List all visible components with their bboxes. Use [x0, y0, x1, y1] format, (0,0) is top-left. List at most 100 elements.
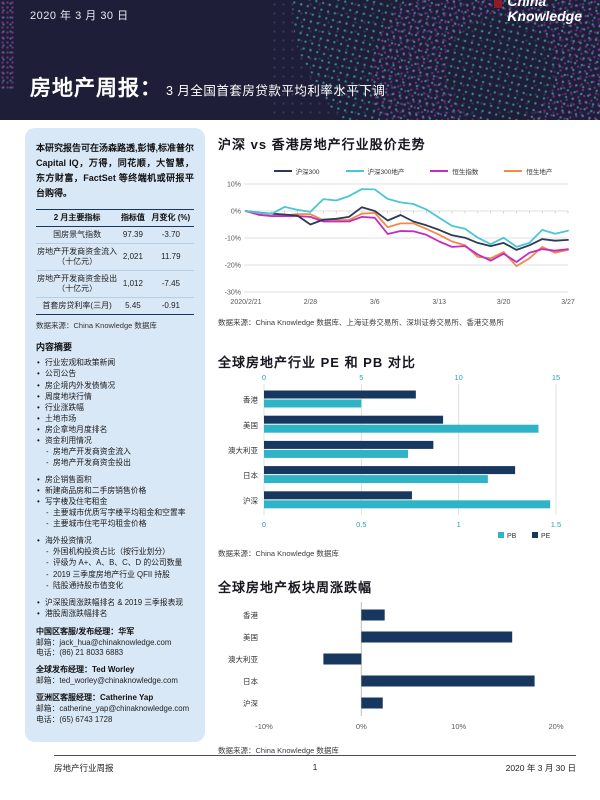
- legend-swatch: [498, 532, 504, 538]
- footer-report-name: 房地产行业周报: [54, 763, 114, 773]
- toc-item: 周度地块行情: [36, 391, 194, 402]
- toc-item: 新建商品房和二手房销售价格: [36, 485, 194, 496]
- china-knowledge-logo: China Knowledge: [494, 0, 582, 23]
- table-header: 月变化 (%): [147, 209, 194, 228]
- legend-swatch: [532, 532, 538, 538]
- dot-pattern-decoration: [0, 0, 16, 90]
- toc-sub-item: 主要城市优质写字楼平均租金和空置率: [36, 507, 194, 518]
- toc-item: 海外投资情况: [36, 535, 194, 546]
- category-label: 日本: [243, 470, 258, 480]
- table-cell: 房地产开发商资金投出（十亿元）: [36, 270, 119, 298]
- category-label: 香港: [243, 610, 258, 620]
- legend-label: 恒生地产: [526, 169, 553, 176]
- pe-bar: [264, 466, 516, 475]
- footer-divider: [54, 755, 576, 756]
- chart2-legend: PB PE: [498, 532, 551, 540]
- contact-line: 邮箱：ted_worley@chinaknowledge.com: [36, 676, 178, 686]
- svg-text:10%: 10%: [227, 182, 241, 189]
- svg-text:PE: PE: [541, 533, 551, 540]
- table-cell: 11.79: [147, 243, 194, 271]
- svg-text:-10%: -10%: [255, 722, 273, 731]
- chart2-title: 全球房地产行业 PE 和 PB 对比: [218, 355, 416, 370]
- legend-label: 沪深300: [295, 169, 320, 176]
- pe-bar: [264, 390, 416, 399]
- legend-swatch: [430, 169, 449, 173]
- toc-item: 公司公告: [36, 368, 194, 379]
- pe-bar: [264, 440, 434, 449]
- series-line: [245, 210, 569, 267]
- x-axis-labels: -10% 0% 10% 20%: [255, 722, 564, 731]
- chart3-title: 全球房地产板块周涨跌幅: [218, 580, 373, 595]
- category-label: 香港: [243, 395, 258, 405]
- table-header: 2 月主要指标: [36, 209, 119, 228]
- legend-swatch: [504, 169, 523, 173]
- indicator-table-body: 国房景气指数 97.39 -3.70 房地产开发商资金流入（十亿元） 2,021 11.7…: [36, 227, 194, 315]
- svg-text:0: 0: [262, 520, 266, 529]
- contact-title: 中国区客服/发布经理：华军: [36, 626, 135, 636]
- contact-list: 中国区客服/发布经理：华军 邮箱：jack_hua@chinaknowledge.…: [36, 627, 194, 726]
- legend-label: 恒生指数: [452, 169, 479, 176]
- contact-title: 全球发布经理：Ted Worley: [36, 665, 135, 675]
- svg-text:3/6: 3/6: [370, 299, 380, 306]
- toc-item: 资金利用情况: [36, 435, 194, 446]
- svg-text:1.5: 1.5: [551, 520, 561, 529]
- toc-item: 行业涨跌幅: [36, 402, 194, 413]
- toc-title: 内容摘要: [36, 342, 73, 353]
- toc-sub-item: 房地产开发商资金投出: [36, 457, 194, 468]
- category-label: 澳大利亚: [228, 654, 258, 664]
- svg-text:10%: 10%: [451, 722, 466, 731]
- logo-red-mark-icon: [494, 0, 503, 8]
- table-cell: -0.91: [147, 297, 194, 315]
- chart3-source: 数据来源：China Knowledge 数据库: [218, 746, 339, 755]
- chart1-title: 沪深 vs 香港房地产行业股价走势: [218, 137, 426, 152]
- table-row: 首套房贷利率(三月) 5.45 -0.91: [36, 297, 194, 315]
- svg-text:20%: 20%: [548, 722, 563, 731]
- pb-bar: [264, 424, 539, 433]
- category-label: 沪深: [243, 698, 258, 708]
- table-cell: -3.70: [161, 230, 180, 240]
- svg-text:PB: PB: [507, 533, 517, 540]
- legend-item: 恒生地产: [504, 166, 552, 176]
- report-title-sub: 3 月全国首套房贷款平均利率水平下调: [166, 84, 386, 98]
- table-header: 指标值: [118, 209, 148, 228]
- logo-line1: China: [507, 0, 547, 9]
- contact-line: 邮箱：catherine_yap@chinaknowledge.com: [36, 703, 190, 713]
- contact-line: 电话：(86) 21 8033 6883: [36, 648, 124, 658]
- pb-bar: [264, 449, 409, 458]
- toc-item: 房企销售面积: [36, 474, 194, 485]
- svg-text:5: 5: [359, 373, 363, 382]
- series-line: [245, 188, 569, 248]
- charts-column: 沪深 vs 香港房地产行业股价走势 沪深300 沪深300地产 恒生指数 恒生地产 1…: [214, 130, 586, 756]
- chart2-source: 数据来源：China Knowledge 数据库: [218, 549, 339, 558]
- table-cell: 房地产开发商资金流入（十亿元）: [36, 243, 119, 271]
- legend-swatch: [273, 169, 292, 173]
- contact-title: 亚洲区客服经理：Catherine Yap: [36, 693, 154, 703]
- gridlines: 10% 0% -10% -20% -30%: [225, 182, 568, 297]
- toc-item: 土地市场: [36, 413, 194, 424]
- svg-text:10: 10: [454, 373, 462, 382]
- legend-swatch: [345, 169, 364, 173]
- toc-sub-item: 2019 三季度房地产行业 QFII 持股: [36, 569, 194, 580]
- table-row: 国房景气指数 97.39 -3.70: [36, 227, 194, 244]
- category-label: 日本: [243, 676, 258, 686]
- legend-item: 恒生指数: [430, 166, 478, 176]
- price-trend-line-chart: 10% 0% -10% -20% -30% 2020/2/21 2/28 3/6 3/13 3/2…: [225, 182, 575, 307]
- category-label: 美国: [243, 632, 258, 642]
- toc-sub-item: 主要城市住宅平均租金价格: [36, 518, 194, 529]
- chart1-legend: 沪深300 沪深300地产 恒生指数 恒生地产: [240, 166, 586, 176]
- value-bar: [323, 653, 362, 665]
- svg-text:3/27: 3/27: [561, 299, 575, 306]
- sidebar-panel: 本研究报告可在汤森路透,彭博,标准普尔 Capital IQ，万得，同花顺，大智…: [25, 128, 205, 742]
- report-title-main: 房地产周报：: [30, 77, 162, 100]
- toc-sub-item: 外国机构投资占比（按行业划分）: [36, 546, 194, 557]
- toc-sub-item: 陆股通持股市值变化: [36, 580, 194, 591]
- svg-text:3/13: 3/13: [432, 299, 446, 306]
- chart1-source: 数据来源：China Knowledge 数据库、上海证券交易所、深圳证券交易所…: [218, 318, 504, 327]
- pe-bar: [264, 415, 444, 424]
- legend-item: 沪深300地产: [345, 166, 404, 176]
- toc-item: 写字楼及住宅租金: [36, 496, 194, 507]
- table-cell: 首套房贷利率(三月): [36, 297, 119, 315]
- svg-text:15: 15: [552, 373, 560, 382]
- header-date: 2020 年 3 月 30 日: [30, 10, 129, 22]
